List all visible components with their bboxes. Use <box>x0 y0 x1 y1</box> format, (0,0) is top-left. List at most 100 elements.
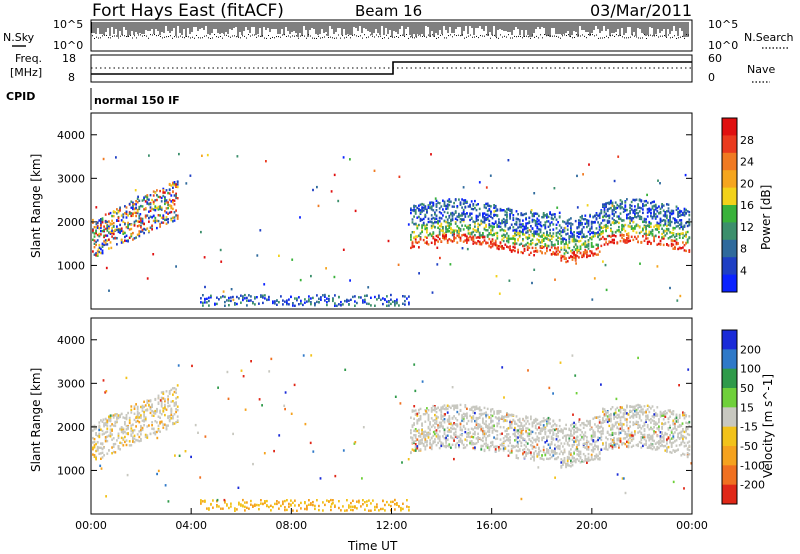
nsearch-dot <box>372 35 373 37</box>
range-cell <box>202 301 204 304</box>
range-cell <box>539 420 542 424</box>
range-cell <box>574 440 577 443</box>
range-cell <box>206 301 208 304</box>
range-cell <box>98 250 101 254</box>
range-cell <box>141 406 144 409</box>
range-cell <box>507 237 510 240</box>
range-cell <box>606 219 609 222</box>
range-cell <box>419 418 422 421</box>
range-cell <box>622 207 625 210</box>
range-cell <box>582 421 585 425</box>
range-cell <box>570 452 572 455</box>
range-cell <box>598 216 601 219</box>
range-cell <box>512 235 515 238</box>
range-cell <box>573 452 575 455</box>
range-cell <box>656 221 659 224</box>
range-cell <box>593 277 596 280</box>
range-cell <box>437 221 439 224</box>
range-cell <box>318 300 320 304</box>
range-cell <box>637 204 639 207</box>
range-cell <box>520 212 523 215</box>
range-cell <box>571 434 574 437</box>
range-cell <box>514 426 516 430</box>
range-cell <box>664 230 667 233</box>
range-cell <box>525 451 527 454</box>
range-cell <box>626 241 628 244</box>
range-cell <box>664 213 667 216</box>
range-cell <box>643 204 646 207</box>
range-cell <box>672 247 675 250</box>
range-cell <box>394 304 396 307</box>
range-cell <box>156 430 158 434</box>
colorbar-segment <box>722 274 737 293</box>
range-cell <box>627 240 630 243</box>
range-cell <box>246 296 248 300</box>
range-cell <box>426 434 428 437</box>
range-cell <box>630 204 633 208</box>
range-cell <box>590 241 593 245</box>
range-cell <box>606 234 609 238</box>
range-cell <box>413 231 415 234</box>
range-cell <box>119 223 121 227</box>
range-cell <box>162 423 165 426</box>
range-cell <box>124 440 126 444</box>
range-cell <box>506 232 508 235</box>
range-cell <box>602 260 604 263</box>
nsearch-dot <box>680 36 681 38</box>
range-cell <box>600 244 603 248</box>
range-cell <box>470 440 473 443</box>
range-cell <box>443 437 446 440</box>
range-cell <box>525 216 527 220</box>
colorbar-tick-label: 12 <box>740 221 754 234</box>
range-cell <box>220 260 223 263</box>
range-cell <box>520 431 523 435</box>
range-cell <box>486 407 489 411</box>
range-cell <box>533 451 535 455</box>
range-cell <box>210 296 212 299</box>
range-cell <box>490 215 492 218</box>
range-cell <box>546 249 548 253</box>
range-cell <box>515 456 518 459</box>
range-cell <box>672 212 675 215</box>
range-cell <box>438 237 441 241</box>
range-cell <box>443 414 446 417</box>
range-cell <box>459 236 462 239</box>
range-cell <box>93 246 96 249</box>
range-cell <box>602 432 604 435</box>
range-cell <box>130 223 133 226</box>
range-cell <box>498 221 500 224</box>
range-cell <box>576 174 578 178</box>
range-cell <box>488 416 491 419</box>
nsearch-dot <box>360 35 361 37</box>
nsearch-dot <box>430 35 431 37</box>
range-cell <box>472 239 475 243</box>
range-cell <box>651 228 654 232</box>
range-cell <box>485 218 487 221</box>
range-cell <box>578 450 580 453</box>
range-cell <box>664 234 667 237</box>
range-cell <box>443 445 446 448</box>
range-cell <box>133 203 136 206</box>
range-cell <box>584 454 587 458</box>
range-cell <box>98 219 101 222</box>
range-cell <box>170 218 173 222</box>
range-cell <box>670 244 673 248</box>
range-cell <box>584 244 587 247</box>
range-cell <box>507 207 510 210</box>
range-cell <box>485 186 488 189</box>
range-cell <box>111 227 113 230</box>
nsearch-dot <box>592 34 593 36</box>
range-cell <box>650 212 652 215</box>
range-cell <box>520 427 523 431</box>
range-cell <box>603 447 606 450</box>
range-cell <box>144 214 147 217</box>
range-cell <box>132 423 134 426</box>
range-cell <box>422 433 425 436</box>
range-cell <box>630 227 633 230</box>
range-cell <box>342 156 345 159</box>
range-cell <box>374 295 376 299</box>
range-cell <box>514 249 516 253</box>
range-cell <box>101 451 104 454</box>
range-cell <box>430 417 433 420</box>
range-cell <box>506 237 508 240</box>
